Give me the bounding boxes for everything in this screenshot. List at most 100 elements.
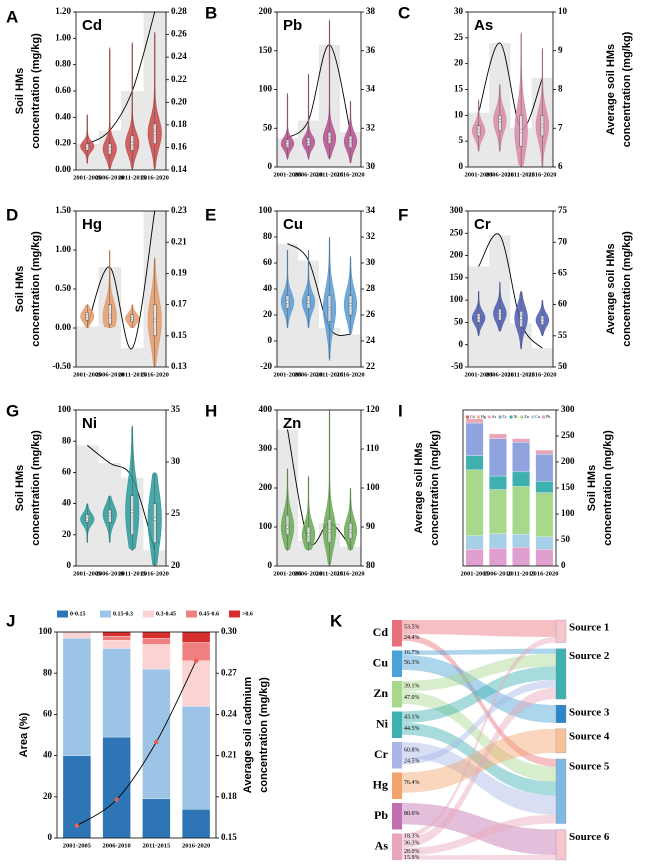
panel-letter: A	[6, 7, 18, 26]
axis-label: concentration (mg/kg)	[30, 231, 42, 347]
x-tick-label: 2006-2010	[96, 570, 124, 577]
violin-median	[540, 124, 544, 128]
x-tick-label: 2001-2005	[73, 371, 102, 378]
y-tick-label: 100	[259, 205, 273, 215]
axis-label: Average soil cadmium	[242, 677, 254, 794]
y-tick-label: 0.40	[55, 111, 71, 121]
y-tick-label: 20	[43, 791, 53, 801]
x-tick-label: 2016-2020	[182, 842, 210, 849]
y-tick-label: 80	[43, 667, 53, 677]
violin-median	[519, 129, 523, 133]
bar-segment	[535, 549, 554, 567]
flow	[402, 691, 556, 782]
bar-segment	[142, 638, 171, 645]
violin-median	[498, 118, 502, 123]
bar-segment	[465, 549, 484, 567]
y-tick-label: 0	[268, 161, 273, 171]
y2-tick-label: 10	[558, 6, 568, 16]
legend-label: Cu	[535, 414, 540, 419]
x-tick-label: 2011-2015	[507, 171, 536, 178]
y2-tick-label: 32	[366, 122, 376, 132]
y2-tick-label: 20	[171, 560, 181, 570]
target-label: Source 2	[569, 650, 610, 662]
bar-segment	[182, 642, 211, 661]
violin-median	[108, 314, 112, 318]
legend-swatch	[509, 415, 513, 419]
flow	[402, 742, 556, 815]
violin-median	[130, 142, 134, 146]
violin-median	[498, 311, 502, 316]
trend-curve	[287, 243, 351, 336]
x-tick-label: 2001-2005	[465, 371, 494, 378]
y-tick-label: 0	[459, 161, 464, 171]
panel-title: Cu	[283, 216, 303, 233]
source-node	[392, 620, 402, 647]
y-tick-label: 40	[62, 498, 72, 508]
flow-label: 24.4%	[404, 635, 420, 641]
y-tick-label: 50	[263, 122, 273, 132]
violin-median	[130, 317, 134, 321]
violin-median	[108, 147, 112, 151]
legend-label: Ni	[514, 414, 519, 419]
y2-tick-label: 100	[366, 482, 380, 492]
target-node	[555, 648, 567, 700]
y2-tick-label: 34	[366, 84, 376, 94]
legend-swatch	[498, 415, 502, 419]
node-label: As	[375, 839, 389, 853]
y2-tick-label: 0.21	[171, 236, 187, 246]
y2-tick-label: 0.24	[171, 51, 187, 61]
legend-label: As	[492, 414, 497, 419]
y-tick-label: 200	[259, 482, 273, 492]
legend-label: Cr	[503, 414, 508, 419]
legend-label: 0-0.15	[70, 611, 86, 617]
violin-median	[153, 131, 157, 135]
y-tick-label: 200	[450, 250, 464, 260]
bar-segment	[535, 492, 554, 538]
y-tick-label: 0.50	[55, 283, 71, 293]
trend-curve	[287, 44, 351, 139]
y2-tick-label: 36	[366, 45, 376, 55]
y2-tick-label: 26	[366, 309, 376, 319]
legend-swatch	[466, 415, 469, 419]
y-tick-label: 30	[454, 6, 464, 16]
flow-label: 53.5%	[404, 624, 420, 630]
target-node	[555, 728, 567, 754]
bar-segment	[465, 535, 484, 550]
plot-frame	[75, 11, 167, 171]
violin-median	[285, 525, 290, 529]
x-tick-label: 2016-2020	[530, 570, 558, 577]
y-tick-label: 100	[259, 84, 273, 94]
x-tick-label: 2001-2005	[63, 842, 92, 849]
x-tick-label: 2011-2015	[316, 171, 345, 178]
panel-letter: C	[398, 3, 410, 22]
violin-median	[85, 517, 89, 521]
plot-frame	[56, 631, 217, 839]
trend-curve	[287, 429, 351, 547]
bar-segment	[182, 660, 211, 707]
panel-letter: H	[205, 401, 217, 420]
plot-frame	[467, 210, 554, 368]
y-tick-label: 60	[43, 708, 53, 718]
axis-label: concentration (mg/kg)	[429, 430, 441, 546]
violin-box	[108, 304, 112, 325]
x-tick-label: 2001-2005	[465, 171, 494, 178]
legend-label: 0.3-0.45	[156, 611, 176, 617]
flow	[402, 728, 556, 793]
plot-frame	[276, 11, 362, 168]
bar-segment	[102, 648, 131, 738]
flow	[402, 687, 556, 848]
average-bar	[340, 334, 361, 367]
x-tick-label: 2001-2005	[273, 570, 302, 577]
y2-tick-label: 38	[366, 6, 376, 16]
flows	[402, 620, 556, 860]
y2-tick-label: 35	[171, 404, 181, 414]
bar-segment	[102, 640, 131, 649]
y2-tick-label: 0.16	[171, 141, 187, 151]
average-bar	[298, 540, 319, 566]
y-tick-label: 50	[561, 534, 571, 544]
y-tick-label: 250	[450, 227, 464, 237]
flow-label: 28.0%	[404, 849, 420, 855]
y-tick-label: 0.00	[55, 164, 71, 174]
plot-area	[468, 32, 553, 167]
y2-tick-label: 50	[558, 361, 568, 371]
